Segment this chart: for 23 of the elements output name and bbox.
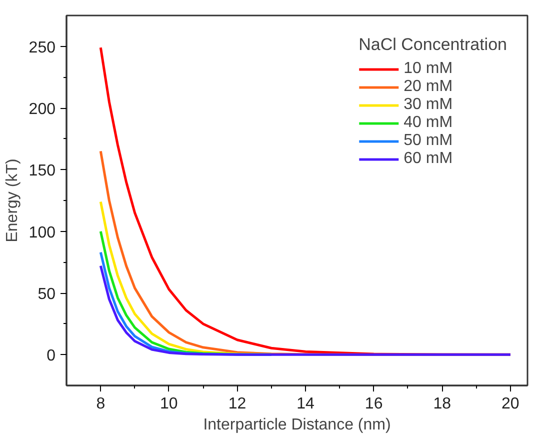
y-tick-label: 250: [28, 39, 56, 56]
y-tick-label: 200: [28, 101, 56, 118]
x-tick-label: 10: [160, 396, 178, 412]
y-axis-title: Energy (kT): [4, 158, 21, 242]
x-tick-label: 20: [502, 396, 520, 412]
y-tick-label: 50: [38, 286, 56, 303]
x-tick-label: 16: [364, 396, 383, 412]
x-tick-label: 12: [228, 396, 246, 412]
legend-label: 20 mM: [404, 78, 453, 96]
legend-label: 40 mM: [404, 114, 453, 132]
y-tick-label: 0: [46, 348, 56, 365]
legend-title: NaCl Concentration: [358, 35, 507, 55]
x-tick-label: 14: [296, 396, 315, 412]
x-axis-title: Interparticle Distance (nm): [203, 416, 391, 434]
y-tick-label: 150: [28, 162, 56, 180]
legend-label: 30 mM: [404, 96, 453, 114]
legend-label: 10 mM: [404, 60, 453, 78]
legend-label: 50 mM: [404, 132, 453, 150]
y-tick-label: 100: [28, 224, 56, 242]
legend-label: 60 mM: [404, 150, 453, 168]
x-tick-label: 8: [96, 396, 106, 412]
x-tick-label: 18: [433, 396, 452, 412]
line-series: [99, 264, 512, 356]
